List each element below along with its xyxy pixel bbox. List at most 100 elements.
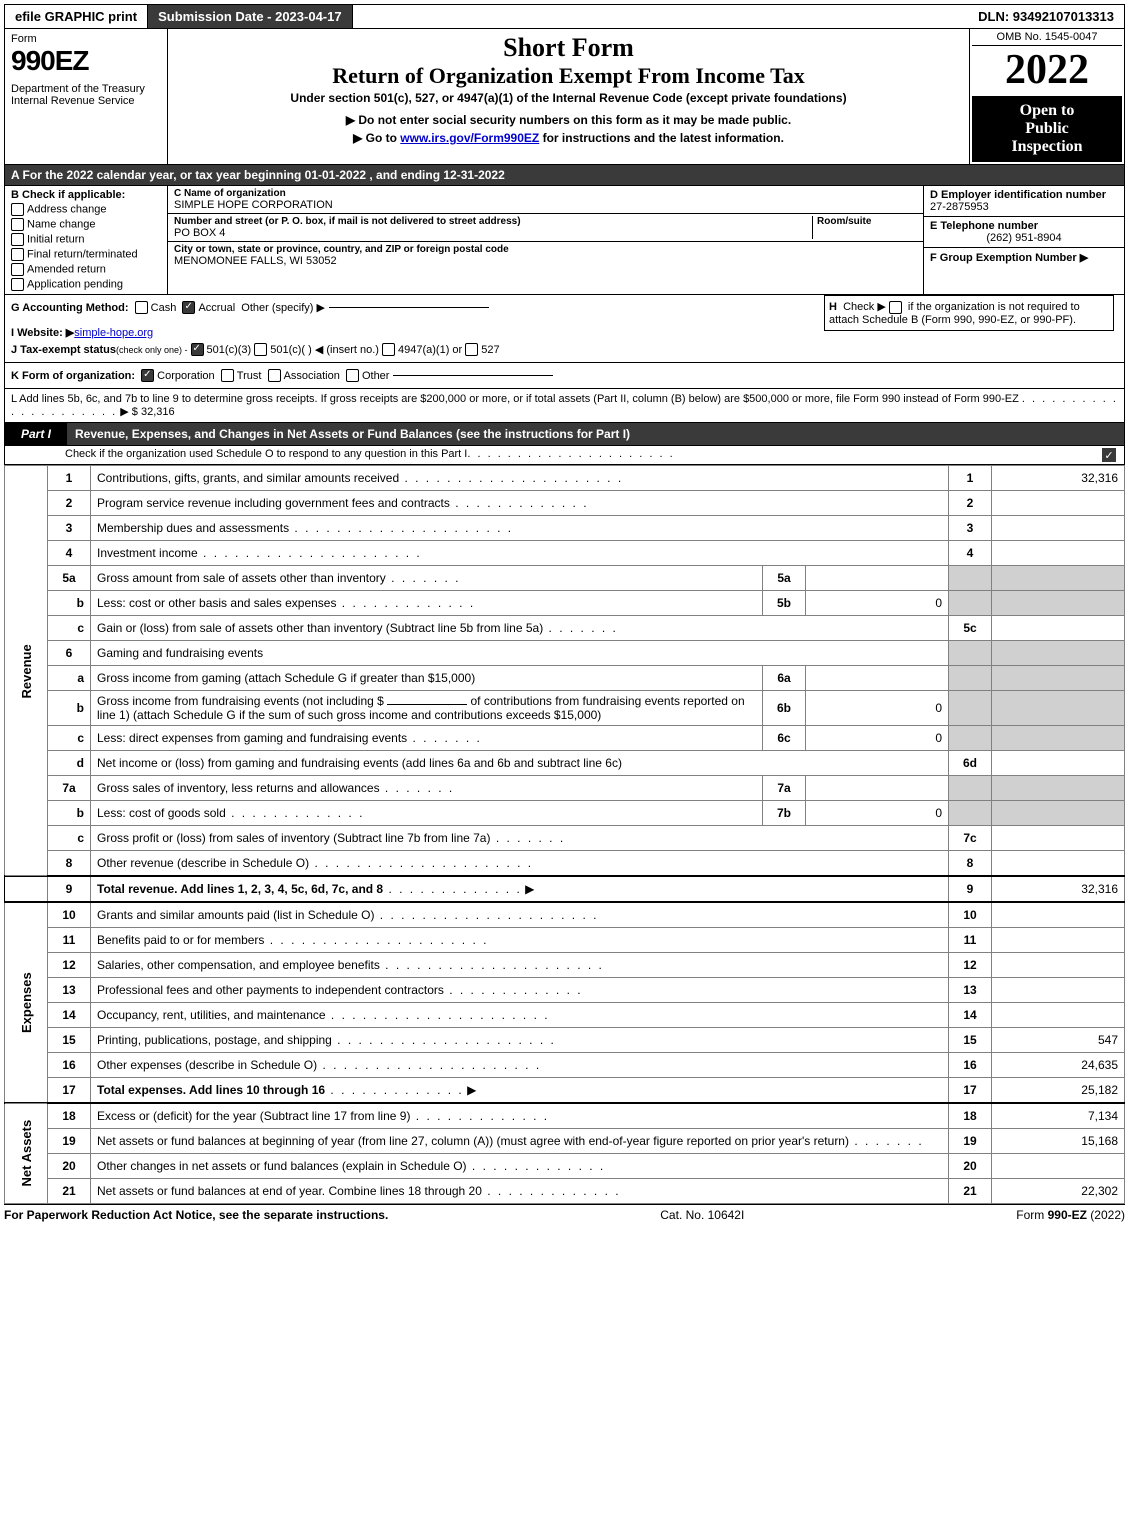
table-row: c Gain or (loss) from sale of assets oth… bbox=[5, 616, 1125, 641]
line5b-value: 0 bbox=[806, 591, 949, 616]
table-row: 6 Gaming and fundraising events bbox=[5, 641, 1125, 666]
line-l-text: L Add lines 5b, 6c, and 7b to line 9 to … bbox=[11, 393, 1019, 405]
section-k: K Form of organization: Corporation Trus… bbox=[4, 363, 1125, 389]
table-row: 15 Printing, publications, postage, and … bbox=[5, 1028, 1125, 1053]
line9-value: 32,316 bbox=[992, 876, 1125, 902]
table-row: b Less: cost or other basis and sales ex… bbox=[5, 591, 1125, 616]
check-h[interactable] bbox=[889, 301, 902, 314]
main-title: Return of Organization Exempt From Incom… bbox=[172, 63, 965, 89]
table-row: 13 Professional fees and other payments … bbox=[5, 978, 1125, 1003]
section-l: L Add lines 5b, 6c, and 7b to line 9 to … bbox=[4, 389, 1125, 423]
cat-number: Cat. No. 10642I bbox=[660, 1208, 744, 1222]
section-def: D Employer identification number 27-2875… bbox=[924, 186, 1124, 294]
tel-value: (262) 951-8904 bbox=[930, 232, 1118, 244]
subtitle: Under section 501(c), 527, or 4947(a)(1)… bbox=[172, 91, 965, 105]
revenue-side-label: Revenue bbox=[5, 466, 48, 877]
section-a: A For the 2022 calendar year, or tax yea… bbox=[4, 165, 1125, 186]
check-other-org[interactable] bbox=[346, 369, 359, 382]
form-header: Form 990EZ Department of the Treasury In… bbox=[4, 29, 1125, 165]
dln: DLN: 93492107013313 bbox=[968, 5, 1124, 28]
table-row: a Gross income from gaming (attach Sched… bbox=[5, 666, 1125, 691]
section-b-title: B Check if applicable: bbox=[11, 189, 161, 201]
part1-sub-text: Check if the organization used Schedule … bbox=[65, 448, 467, 462]
line16-value: 24,635 bbox=[992, 1053, 1125, 1078]
irs-link[interactable]: www.irs.gov/Form990EZ bbox=[400, 131, 539, 145]
line17-value: 25,182 bbox=[992, 1078, 1125, 1104]
check-application-pending[interactable]: Application pending bbox=[11, 278, 161, 291]
table-row: 16 Other expenses (describe in Schedule … bbox=[5, 1053, 1125, 1078]
ein-label: D Employer identification number bbox=[930, 189, 1118, 201]
check-amended-return[interactable]: Amended return bbox=[11, 263, 161, 276]
part1-sub: Check if the organization used Schedule … bbox=[4, 446, 1125, 465]
form-ref: Form 990-EZ (2022) bbox=[1016, 1208, 1125, 1222]
check-cash[interactable] bbox=[135, 301, 148, 314]
check-initial-return[interactable]: Initial return bbox=[11, 233, 161, 246]
line7b-value: 0 bbox=[806, 801, 949, 826]
org-name: SIMPLE HOPE CORPORATION bbox=[174, 199, 917, 211]
section-b: B Check if applicable: Address change Na… bbox=[5, 186, 168, 294]
omb-number: OMB No. 1545-0047 bbox=[972, 31, 1122, 46]
part1-header: Part I Revenue, Expenses, and Changes in… bbox=[4, 423, 1125, 446]
website-link[interactable]: simple-hope.org bbox=[74, 327, 153, 339]
table-row: 21 Net assets or fund balances at end of… bbox=[5, 1179, 1125, 1204]
group-exemption-label: F Group Exemption Number ▶ bbox=[930, 251, 1118, 264]
room-label: Room/suite bbox=[817, 216, 917, 227]
check-501c3[interactable] bbox=[191, 343, 204, 356]
section-j: J Tax-exempt status (check only one) - 5… bbox=[11, 341, 1118, 358]
table-row: Expenses 10 Grants and similar amounts p… bbox=[5, 902, 1125, 928]
check-accrual[interactable] bbox=[182, 301, 195, 314]
year-cell: OMB No. 1545-0047 2022 Open to Public In… bbox=[969, 29, 1124, 164]
line21-value: 22,302 bbox=[992, 1179, 1125, 1204]
check-501c[interactable] bbox=[254, 343, 267, 356]
table-row: 11 Benefits paid to or for members 11 bbox=[5, 928, 1125, 953]
check-4947[interactable] bbox=[382, 343, 395, 356]
table-row: 20 Other changes in net assets or fund b… bbox=[5, 1154, 1125, 1179]
line19-value: 15,168 bbox=[992, 1129, 1125, 1154]
table-row: 14 Occupancy, rent, utilities, and maint… bbox=[5, 1003, 1125, 1028]
form-cell: Form 990EZ Department of the Treasury In… bbox=[5, 29, 168, 164]
efile-print-button[interactable]: efile GRAPHIC print bbox=[5, 5, 148, 28]
table-row: 7a Gross sales of inventory, less return… bbox=[5, 776, 1125, 801]
financial-table: Revenue 1 Contributions, gifts, grants, … bbox=[4, 465, 1125, 1204]
check-trust[interactable] bbox=[221, 369, 234, 382]
check-527[interactable] bbox=[465, 343, 478, 356]
table-row: 17 Total expenses. Add lines 10 through … bbox=[5, 1078, 1125, 1104]
short-form-title: Short Form bbox=[172, 33, 965, 63]
line18-value: 7,134 bbox=[992, 1103, 1125, 1129]
k-other-input[interactable] bbox=[393, 375, 553, 376]
check-association[interactable] bbox=[268, 369, 281, 382]
table-row: 9 Total revenue. Add lines 1, 2, 3, 4, 5… bbox=[5, 876, 1125, 902]
line1-value: 32,316 bbox=[992, 466, 1125, 491]
j-label: J Tax-exempt status bbox=[11, 344, 116, 356]
goto-hint: ▶ Go to www.irs.gov/Form990EZ for instru… bbox=[172, 131, 965, 145]
k-label: K Form of organization: bbox=[11, 370, 135, 382]
dept-treasury: Department of the Treasury bbox=[11, 83, 161, 95]
check-address-change[interactable]: Address change bbox=[11, 203, 161, 216]
misc-block: H Check ▶ if the organization is not req… bbox=[4, 295, 1125, 363]
goto-post: for instructions and the latest informat… bbox=[539, 131, 784, 145]
info-block: B Check if applicable: Address change Na… bbox=[4, 186, 1125, 295]
street-label: Number and street (or P. O. box, if mail… bbox=[174, 216, 812, 227]
table-row: 5a Gross amount from sale of assets othe… bbox=[5, 566, 1125, 591]
line6c-value: 0 bbox=[806, 726, 949, 751]
table-row: 8 Other revenue (describe in Schedule O)… bbox=[5, 851, 1125, 877]
check-name-change[interactable]: Name change bbox=[11, 218, 161, 231]
form-number: 990EZ bbox=[11, 45, 161, 77]
part1-schedule-o-check[interactable]: ✓ bbox=[1102, 448, 1116, 462]
table-row: 19 Net assets or fund balances at beginn… bbox=[5, 1129, 1125, 1154]
org-name-label: C Name of organization bbox=[174, 188, 917, 199]
table-row: Revenue 1 Contributions, gifts, grants, … bbox=[5, 466, 1125, 491]
submission-date: Submission Date - 2023-04-17 bbox=[148, 5, 353, 28]
g-other-input[interactable] bbox=[329, 307, 489, 308]
line6b-input[interactable] bbox=[387, 704, 467, 705]
table-row: 2 Program service revenue including gove… bbox=[5, 491, 1125, 516]
check-final-return[interactable]: Final return/terminated bbox=[11, 248, 161, 261]
street-address: PO BOX 4 bbox=[174, 227, 812, 239]
g-label: G Accounting Method: bbox=[11, 302, 129, 314]
paperwork-notice: For Paperwork Reduction Act Notice, see … bbox=[4, 1208, 388, 1222]
expenses-side-label: Expenses bbox=[5, 902, 48, 1103]
check-corporation[interactable] bbox=[141, 369, 154, 382]
goto-pre: ▶ Go to bbox=[353, 131, 400, 145]
ein-value: 27-2875953 bbox=[930, 201, 1118, 213]
tel-label: E Telephone number bbox=[930, 220, 1118, 232]
